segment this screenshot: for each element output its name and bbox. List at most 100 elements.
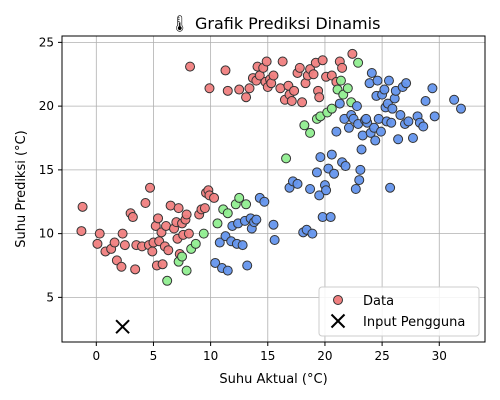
data-point-red	[181, 209, 192, 220]
data-point-blue	[259, 196, 270, 207]
data-point-red	[163, 245, 174, 256]
data-point-blue	[418, 121, 429, 132]
data-point-blue	[214, 237, 225, 248]
data-point-red	[337, 62, 348, 73]
data-point-red	[317, 55, 328, 66]
data-point-green	[162, 275, 173, 286]
x-tick-label: 30	[432, 349, 447, 363]
legend-x-marker	[330, 313, 346, 329]
data-point-blue	[356, 144, 367, 155]
plot-frame	[61, 35, 486, 343]
data-point-red	[183, 228, 194, 239]
y-tick-label: 10	[39, 227, 54, 241]
data-point-blue	[354, 175, 365, 186]
data-point-green	[342, 83, 353, 94]
data-point-green	[299, 120, 310, 131]
legend-user-input-label: Input Pengguna	[363, 315, 465, 330]
data-point-blue	[307, 228, 318, 239]
data-point-red	[109, 237, 120, 248]
data-point-blue	[331, 126, 342, 137]
y-tick-label: 15	[39, 163, 54, 177]
data-point-blue	[407, 133, 418, 143]
data-point-green	[353, 57, 364, 68]
data-point-blue	[429, 111, 440, 122]
data-point-red	[241, 92, 252, 103]
data-point-blue	[292, 178, 303, 189]
data-point-red	[347, 48, 358, 59]
data-point-red	[173, 203, 184, 214]
data-point-green	[222, 208, 233, 219]
data-point-red	[76, 226, 87, 237]
data-point-red	[92, 238, 103, 249]
data-point-red	[261, 56, 272, 67]
x-tick-label: 20	[317, 349, 332, 363]
y-tick-label: 20	[39, 99, 54, 113]
chart-title: 🌡 Grafik Prediksi Dinamis	[170, 14, 381, 33]
data-point-red	[294, 62, 305, 73]
data-point-blue	[401, 78, 412, 89]
x-tick-label: 0	[92, 349, 100, 363]
data-point-green	[241, 199, 252, 210]
data-point-blue	[305, 184, 316, 194]
data-point-blue	[210, 257, 221, 268]
data-point-blue	[321, 185, 332, 196]
data-point-green	[198, 228, 209, 239]
x-axis-ticks: 0 5 10 15 20 25 30	[92, 342, 447, 363]
data-point-blue	[366, 67, 377, 78]
data-point-green	[212, 218, 223, 229]
data-point-red	[244, 83, 255, 94]
data-point-green	[335, 75, 346, 86]
data-point-blue	[334, 98, 345, 109]
data-point-blue	[355, 164, 366, 175]
data-point-blue	[449, 94, 460, 105]
data-point-red	[127, 212, 138, 223]
x-tick-label: 25	[374, 349, 389, 363]
data-point-red	[204, 83, 215, 94]
data-point-blue	[251, 214, 262, 225]
data-point-red	[119, 240, 130, 251]
data-point-blue	[375, 126, 386, 137]
data-point-red	[268, 70, 279, 81]
data-point-blue	[237, 240, 248, 251]
data-point-green	[190, 238, 201, 249]
data-point-blue	[314, 190, 325, 201]
legend-x-icon	[330, 313, 346, 329]
data-point-red	[145, 182, 156, 193]
data-point-red	[140, 198, 151, 209]
data-point-red	[209, 192, 220, 203]
data-point-blue	[379, 84, 390, 95]
data-point-blue	[311, 167, 322, 178]
data-point-red	[289, 85, 300, 96]
data-point-red	[94, 228, 105, 239]
data-point-red	[157, 259, 168, 270]
data-point-blue	[385, 182, 396, 193]
user-input-layer	[115, 319, 130, 334]
data-point-blue	[420, 96, 431, 107]
x-axis-label: Suhu Aktual (°C)	[219, 372, 327, 387]
data-point-green	[326, 103, 337, 114]
data-point-green	[281, 153, 292, 164]
data-point-red	[220, 65, 231, 76]
data-point-red	[234, 84, 245, 95]
data-point-green	[181, 265, 192, 276]
data-point-red	[286, 96, 297, 107]
data-point-blue	[403, 116, 414, 127]
data-point-blue	[351, 101, 362, 112]
user-input-marker	[115, 319, 130, 334]
x-tick-label: 15	[260, 349, 275, 363]
data-point-blue	[350, 184, 361, 194]
x-tick-label: 5	[150, 349, 158, 363]
data-point-red	[222, 85, 233, 96]
data-point-blue	[343, 122, 354, 133]
y-axis-label: Suhu Prediksi (°C)	[14, 130, 29, 247]
legend-box	[318, 286, 480, 337]
legend-data-label: Data	[363, 294, 394, 309]
data-point-blue	[395, 110, 406, 121]
y-tick-label: 25	[39, 35, 54, 49]
data-point-green	[305, 127, 316, 138]
y-axis-ticks: 5 10 15 20 25	[39, 35, 62, 304]
y-tick-label: 5	[46, 290, 54, 304]
data-point-blue	[383, 75, 394, 86]
